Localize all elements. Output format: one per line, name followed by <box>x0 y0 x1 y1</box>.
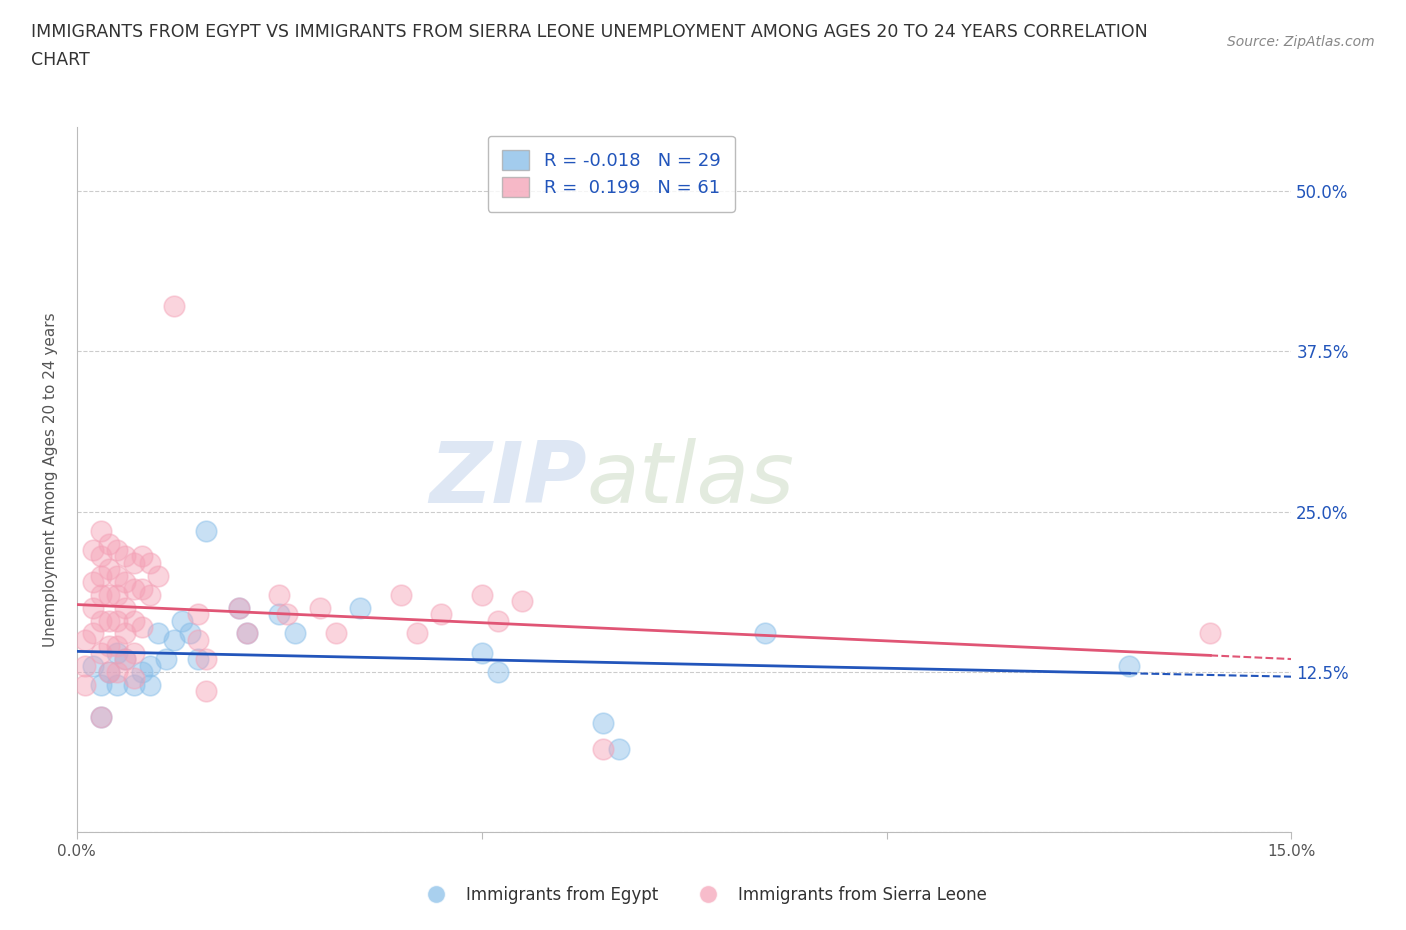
Point <box>82 626 104 641</box>
Point <box>406 626 429 641</box>
Point <box>510 594 533 609</box>
Point <box>146 626 169 641</box>
Point <box>122 645 145 660</box>
Point <box>276 606 298 621</box>
Point <box>122 555 145 570</box>
Point <box>138 555 160 570</box>
Point <box>607 741 630 756</box>
Point <box>122 677 145 692</box>
Point <box>236 626 259 641</box>
Point <box>105 677 128 692</box>
Point <box>138 677 160 692</box>
Point <box>98 665 121 680</box>
Point <box>195 652 218 667</box>
Point <box>82 575 104 590</box>
Point <box>284 626 307 641</box>
Point <box>172 613 194 628</box>
Point <box>195 524 218 538</box>
Point <box>105 645 128 660</box>
Point <box>90 588 112 603</box>
Point <box>146 568 169 583</box>
Point <box>269 588 291 603</box>
Point <box>236 626 259 641</box>
Point <box>486 665 509 680</box>
Y-axis label: Unemployment Among Ages 20 to 24 years: Unemployment Among Ages 20 to 24 years <box>44 312 58 646</box>
Legend: R = -0.018   N = 29, R =  0.199   N = 61: R = -0.018 N = 29, R = 0.199 N = 61 <box>488 136 735 211</box>
Point <box>138 588 160 603</box>
Point <box>138 658 160 673</box>
Point <box>90 677 112 692</box>
Point <box>105 639 128 654</box>
Point <box>90 710 112 724</box>
Point <box>1118 658 1140 673</box>
Point <box>349 601 371 616</box>
Point <box>98 537 121 551</box>
Point <box>82 601 104 616</box>
Text: Source: ZipAtlas.com: Source: ZipAtlas.com <box>1227 35 1375 49</box>
Text: ZIP: ZIP <box>429 438 586 521</box>
Point <box>325 626 347 641</box>
Point <box>163 632 186 647</box>
Point <box>592 741 614 756</box>
Point <box>114 549 136 564</box>
Point <box>155 652 177 667</box>
Point <box>131 665 153 680</box>
Point <box>122 613 145 628</box>
Point <box>114 626 136 641</box>
Point <box>187 606 209 621</box>
Point <box>269 606 291 621</box>
Point <box>131 581 153 596</box>
Point <box>90 524 112 538</box>
Point <box>90 613 112 628</box>
Point <box>73 632 96 647</box>
Point <box>389 588 412 603</box>
Text: IMMIGRANTS FROM EGYPT VS IMMIGRANTS FROM SIERRA LEONE UNEMPLOYMENT AMONG AGES 20: IMMIGRANTS FROM EGYPT VS IMMIGRANTS FROM… <box>31 23 1147 41</box>
Point <box>73 677 96 692</box>
Point <box>187 632 209 647</box>
Point <box>308 601 330 616</box>
Point <box>163 299 186 313</box>
Point <box>179 626 201 641</box>
Text: CHART: CHART <box>31 51 90 69</box>
Point <box>122 581 145 596</box>
Point <box>98 639 121 654</box>
Point <box>592 716 614 731</box>
Point <box>90 645 112 660</box>
Point <box>105 588 128 603</box>
Point <box>105 542 128 557</box>
Point <box>90 568 112 583</box>
Point <box>228 601 250 616</box>
Point <box>98 562 121 577</box>
Point <box>754 626 776 641</box>
Point <box>98 588 121 603</box>
Point <box>98 665 121 680</box>
Point <box>131 619 153 634</box>
Point <box>1199 626 1222 641</box>
Point <box>114 601 136 616</box>
Point <box>73 658 96 673</box>
Point <box>471 588 494 603</box>
Point <box>114 575 136 590</box>
Point <box>228 601 250 616</box>
Point <box>471 645 494 660</box>
Point <box>187 652 209 667</box>
Point <box>105 613 128 628</box>
Point <box>131 549 153 564</box>
Point <box>195 684 218 698</box>
Point <box>98 613 121 628</box>
Point <box>90 710 112 724</box>
Point <box>90 549 112 564</box>
Point <box>486 613 509 628</box>
Point <box>82 542 104 557</box>
Text: atlas: atlas <box>586 438 794 521</box>
Point <box>114 652 136 667</box>
Point <box>82 658 104 673</box>
Point <box>430 606 453 621</box>
Legend: Immigrants from Egypt, Immigrants from Sierra Leone: Immigrants from Egypt, Immigrants from S… <box>412 879 994 910</box>
Point <box>122 671 145 685</box>
Point <box>105 665 128 680</box>
Point <box>114 652 136 667</box>
Point <box>105 568 128 583</box>
